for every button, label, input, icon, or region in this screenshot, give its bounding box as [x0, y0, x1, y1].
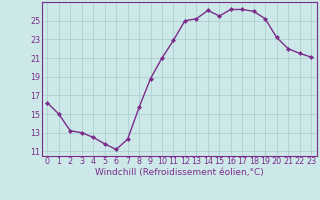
X-axis label: Windchill (Refroidissement éolien,°C): Windchill (Refroidissement éolien,°C): [95, 168, 264, 177]
